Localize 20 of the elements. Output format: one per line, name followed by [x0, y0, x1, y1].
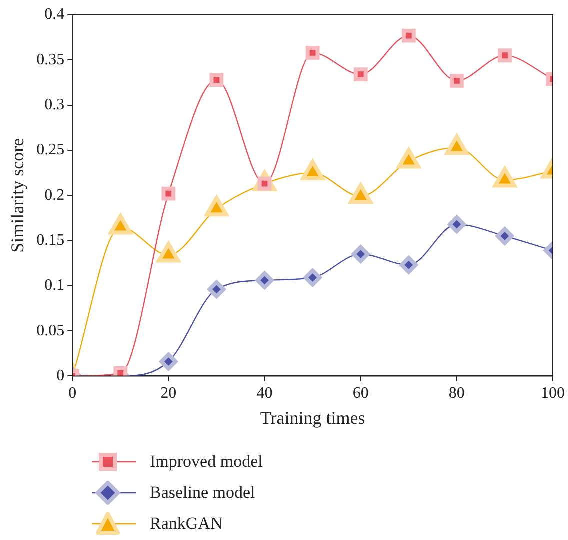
legend-label: Improved model: [150, 452, 263, 472]
x-tick-label: 60: [352, 385, 369, 402]
y-tick-label: 0.3: [44, 96, 65, 114]
x-tick-label: 20: [160, 385, 177, 402]
x-tick-label: 40: [256, 385, 273, 402]
y-tick-label: 0.05: [36, 322, 65, 340]
y-tick-label: 0.35: [36, 51, 65, 68]
y-tick-label: 0.1: [44, 277, 65, 294]
x-tick-label: 0: [68, 385, 77, 402]
y-tick-label: 0.2: [44, 186, 65, 204]
x-axis-title: Training times: [260, 408, 366, 428]
y-axis-title: Similarity score: [8, 138, 28, 253]
y-tick-label: 0.25: [36, 142, 65, 159]
y-tick-label: 0: [56, 367, 65, 384]
legend-label: Baseline model: [150, 482, 256, 502]
legend-label: RankGAN: [150, 514, 223, 534]
x-tick-label: 100: [541, 385, 565, 402]
x-tick-label: 80: [448, 385, 465, 402]
y-tick-label: 0.4: [44, 6, 65, 24]
y-tick-label: 0.15: [36, 232, 65, 249]
